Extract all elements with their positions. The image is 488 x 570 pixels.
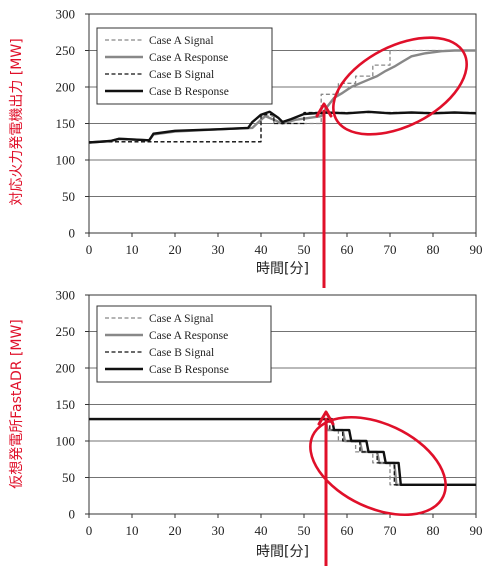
legend-label: Case B Response	[149, 86, 229, 98]
x-tick-label: 50	[298, 523, 311, 538]
series-line-case-b-response	[89, 417, 476, 486]
x-tick-label: 70	[384, 242, 397, 257]
x-tick-label: 60	[341, 523, 354, 538]
x-tick-label: 20	[169, 523, 182, 538]
x-tick-label: 30	[212, 523, 225, 538]
x-tick-label: 0	[86, 523, 93, 538]
legend-label: Case A Signal	[149, 35, 214, 47]
x-tick-label: 20	[169, 242, 182, 257]
x-tick-label: 50	[298, 242, 311, 257]
x-tick-label: 90	[470, 523, 483, 538]
y-tick-label: 0	[69, 507, 76, 522]
chart-panel-2: 0 50 100 150 200 250 300 0 10 20 30 40 50 60 70 80 90 時間[…	[9, 288, 483, 566]
arrow-head-icon	[317, 410, 335, 426]
x-tick-label: 90	[470, 242, 483, 257]
y-tick-label: 150	[56, 397, 76, 412]
series-line-case-a-signal	[89, 49, 476, 143]
y-tick-label: 250	[56, 43, 76, 58]
y-axis-label: 仮想発電所FastADR [MW]	[9, 319, 25, 489]
y-tick-label: 150	[56, 116, 76, 131]
x-tick-label: 70	[384, 523, 397, 538]
x-tick-label: 10	[126, 523, 139, 538]
legend: Case A Signal Case A Response Case B Signa…	[96, 305, 272, 383]
legend-label: Case A Response	[149, 52, 228, 64]
y-tick-label: 250	[56, 324, 76, 339]
series-line-case-b-signal	[89, 418, 476, 486]
x-tick-label: 60	[341, 242, 354, 257]
legend-label: Case A Response	[149, 330, 228, 342]
highlight-ellipse	[309, 415, 447, 517]
x-tick-label: 40	[255, 242, 268, 257]
y-tick-label: 300	[56, 7, 76, 22]
series-line-case-b-response	[88, 110, 477, 144]
x-tick-label: 80	[427, 523, 440, 538]
x-axis-label: 時間[分]	[256, 544, 309, 560]
y-tick-label: 50	[62, 189, 75, 204]
y-axis-label: 対応火力発電機出力 [MW]	[9, 38, 25, 205]
series-line-case-a-signal	[89, 418, 476, 486]
x-axis-label: 時間[分]	[256, 261, 309, 277]
legend-label: Case B Signal	[149, 347, 214, 359]
chart-panel-1: 0 50 100 150 200 250 300 0 10 20 30 40 50 60 70 80 90 時間[…	[9, 7, 483, 288]
y-tick-label: 200	[56, 361, 76, 376]
x-tick-label: 10	[126, 242, 139, 257]
legend: Case A Signal Case A Response Case B Signa…	[96, 27, 273, 105]
y-tick-label: 100	[56, 434, 76, 449]
arrow-head-icon	[315, 102, 333, 118]
y-tick-label: 100	[56, 153, 76, 168]
highlight-ellipse	[332, 36, 468, 136]
legend-label: Case B Signal	[149, 69, 214, 81]
x-tick-label: 30	[212, 242, 225, 257]
x-tick-label: 80	[427, 242, 440, 257]
y-tick-label: 0	[69, 226, 76, 241]
x-tick-label: 40	[255, 523, 268, 538]
y-tick-label: 200	[56, 80, 76, 95]
legend-label: Case A Signal	[149, 313, 214, 325]
y-tick-label: 300	[56, 288, 76, 303]
x-tick-label: 0	[86, 242, 93, 257]
y-tick-label: 50	[62, 470, 75, 485]
legend-label: Case B Response	[149, 364, 229, 376]
